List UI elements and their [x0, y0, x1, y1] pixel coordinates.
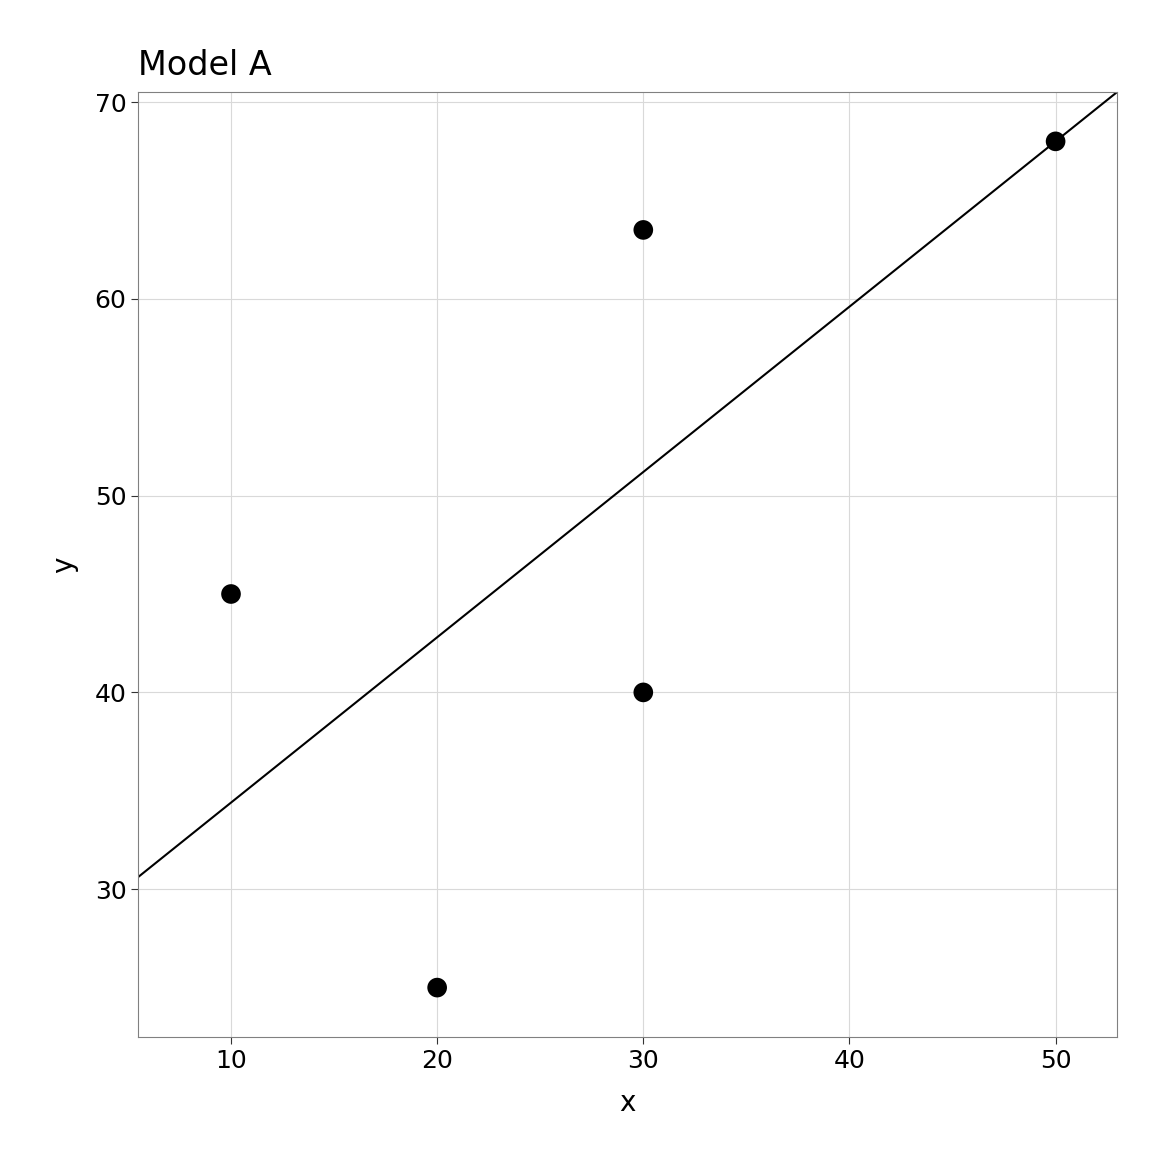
Text: Model A: Model A: [138, 50, 272, 83]
X-axis label: x: x: [620, 1090, 636, 1117]
Point: [634, 683, 652, 702]
Point: [427, 978, 446, 996]
Point: [1046, 132, 1064, 151]
Point: [222, 585, 241, 604]
Y-axis label: y: y: [50, 556, 78, 573]
Point: [634, 221, 652, 240]
